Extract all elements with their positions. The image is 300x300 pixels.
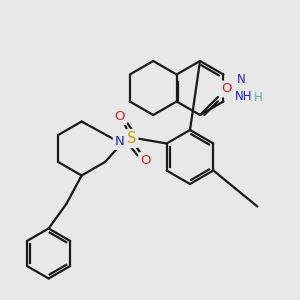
Text: N: N xyxy=(115,135,124,148)
Text: O: O xyxy=(140,154,151,167)
Text: S: S xyxy=(127,131,136,146)
Text: N: N xyxy=(237,73,246,86)
Text: O: O xyxy=(221,82,231,95)
Text: H: H xyxy=(254,91,262,104)
Text: NH: NH xyxy=(235,90,252,103)
Text: O: O xyxy=(114,110,125,123)
